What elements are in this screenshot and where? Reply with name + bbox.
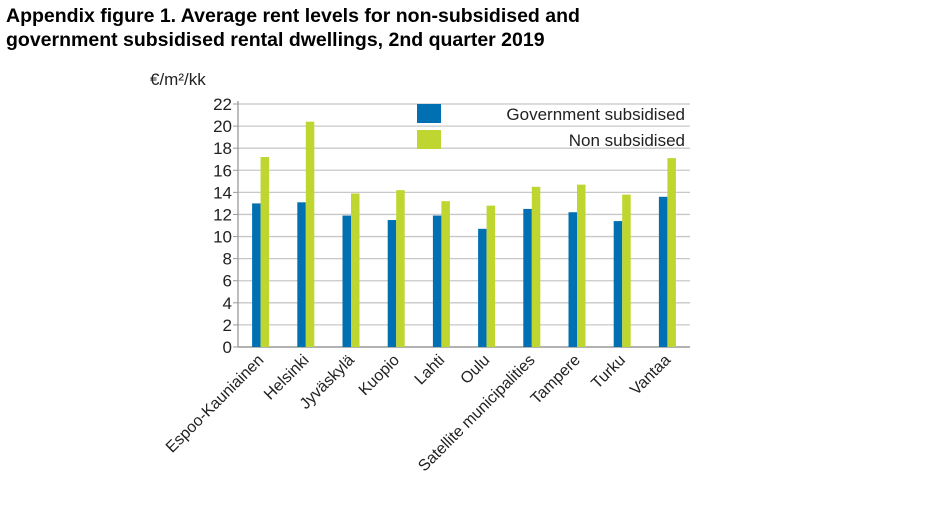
y-tick-label: 0 xyxy=(223,338,232,357)
bar-non-subsidised xyxy=(260,157,270,347)
x-category-label: Lahti xyxy=(412,352,449,389)
bar-government-subsidised xyxy=(523,208,532,347)
bar-non-subsidised xyxy=(305,121,315,347)
bar-non-subsidised xyxy=(396,190,405,347)
bar-non-subsidised xyxy=(577,184,586,347)
y-axis-label: €/m²/kk xyxy=(150,70,206,89)
y-tick-label: 6 xyxy=(223,272,232,291)
bar-government-subsidised xyxy=(658,196,668,347)
y-tick-labels: 0 2 4 6 8 10 12 14 16 18 20 22 xyxy=(213,95,232,357)
chart-title: Appendix figure 1. Average rent levels f… xyxy=(6,4,580,52)
bar-non-subsidised xyxy=(351,193,360,347)
bar-non-subsidised xyxy=(441,201,450,347)
bar-government-subsidised xyxy=(613,221,623,347)
bar-non-subsidised xyxy=(622,194,631,347)
bar-government-subsidised xyxy=(342,215,351,347)
legend-swatch xyxy=(417,104,441,123)
bar-non-subsidised xyxy=(486,205,496,347)
bar-government-subsidised xyxy=(252,203,261,347)
y-tick-label: 2 xyxy=(223,316,232,335)
x-category-label: Oulu xyxy=(458,352,494,388)
y-tick-label: 8 xyxy=(223,250,232,269)
legend-label: Government subsidised xyxy=(506,105,685,124)
bar-government-subsidised xyxy=(432,215,442,347)
x-category-label: Kuopio xyxy=(356,352,403,399)
bar-government-subsidised xyxy=(387,219,397,347)
chart-title-line-2: government subsidised rental dwellings, … xyxy=(6,29,545,51)
bar-non-subsidised xyxy=(667,158,676,347)
legend-swatch xyxy=(417,130,441,149)
y-tick-label: 14 xyxy=(213,183,232,202)
x-category-label: Vantaa xyxy=(627,352,674,399)
legend-label: Non subsidised xyxy=(569,131,685,150)
x-category-label: Espoo-Kauniainen xyxy=(163,352,267,456)
y-tick-label: 16 xyxy=(213,161,232,180)
x-category-label: Turku xyxy=(589,352,630,393)
bar-government-subsidised xyxy=(568,212,577,347)
y-tick-label: 4 xyxy=(223,294,232,313)
chart-title-line-1: Appendix figure 1. Average rent levels f… xyxy=(6,5,580,27)
y-tick-label: 10 xyxy=(213,228,232,247)
x-category-label: Tampere xyxy=(528,352,584,408)
y-tick-label: 12 xyxy=(213,205,232,224)
y-tick-label: 22 xyxy=(213,95,232,114)
bars xyxy=(252,121,676,347)
bar-non-subsidised xyxy=(531,186,541,347)
bar-government-subsidised xyxy=(297,202,306,347)
y-tick-label: 20 xyxy=(213,117,232,136)
legend: Government subsidised Non subsidised xyxy=(417,104,685,150)
y-tick-label: 18 xyxy=(213,139,232,158)
bar-government-subsidised xyxy=(478,228,487,347)
